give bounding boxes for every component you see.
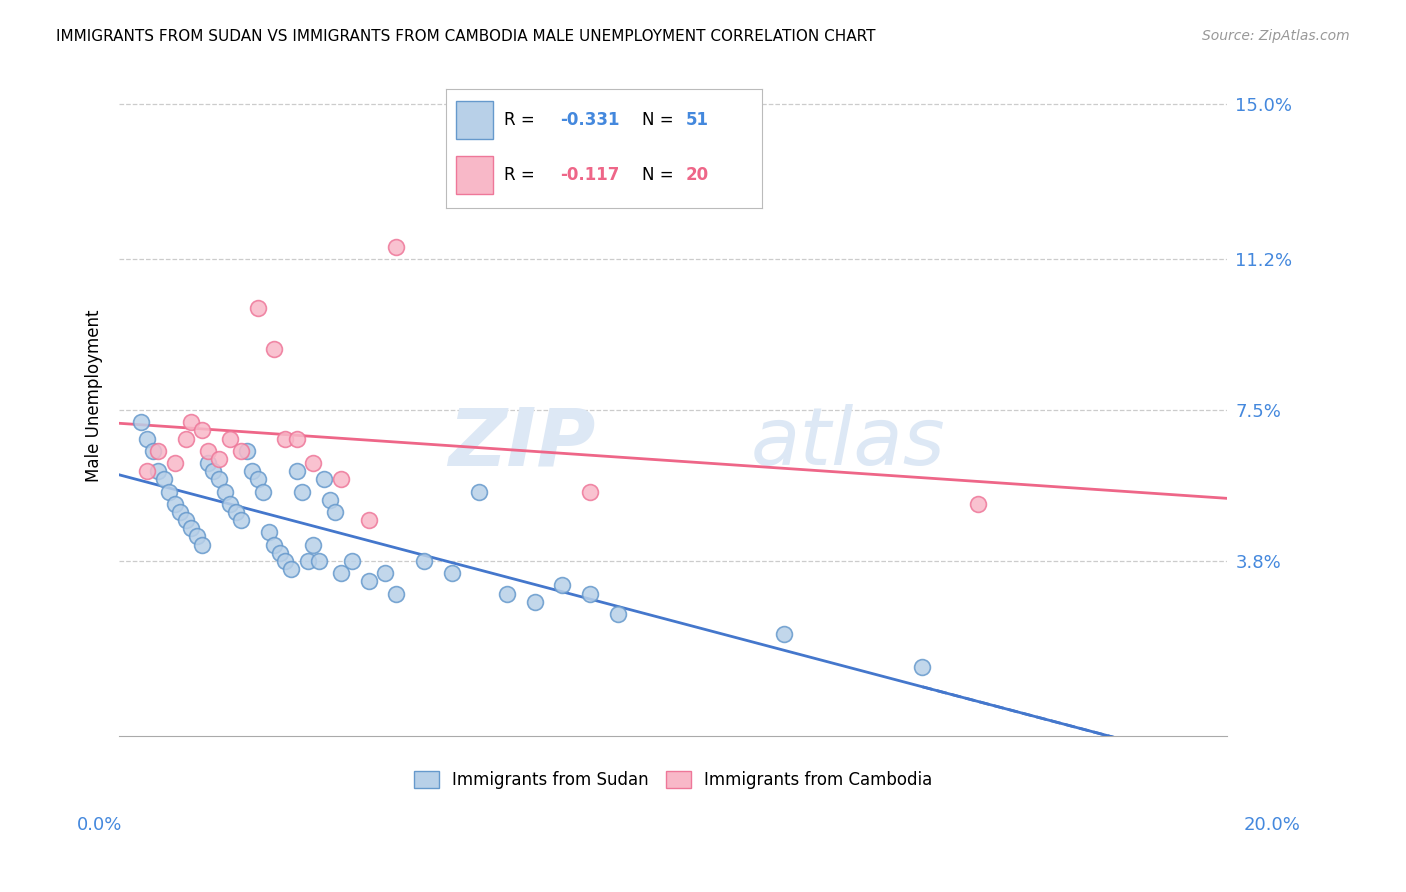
Point	[174, 513, 197, 527]
Point	[323, 505, 346, 519]
Text: IMMIGRANTS FROM SUDAN VS IMMIGRANTS FROM CAMBODIA MALE UNEMPLOYMENT CORRELATION : IMMIGRANTS FROM SUDAN VS IMMIGRANTS FROM…	[56, 29, 876, 44]
Point	[329, 566, 352, 581]
Point	[357, 513, 380, 527]
Point	[297, 554, 319, 568]
Point	[385, 586, 408, 600]
Point	[579, 586, 602, 600]
Point	[966, 497, 988, 511]
Point	[157, 484, 180, 499]
Text: atlas: atlas	[751, 404, 945, 483]
Point	[263, 342, 285, 356]
Point	[252, 484, 274, 499]
Point	[302, 456, 325, 470]
Point	[340, 554, 363, 568]
Point	[319, 492, 342, 507]
Point	[269, 546, 291, 560]
Point	[374, 566, 396, 581]
Point	[197, 443, 219, 458]
Point	[208, 452, 231, 467]
Point	[219, 432, 242, 446]
Point	[225, 505, 247, 519]
Point	[163, 497, 186, 511]
Point	[246, 301, 269, 315]
Point	[146, 443, 169, 458]
Point	[280, 562, 302, 576]
Point	[174, 432, 197, 446]
Point	[163, 456, 186, 470]
Text: Source: ZipAtlas.com: Source: ZipAtlas.com	[1202, 29, 1350, 43]
Point	[186, 529, 208, 543]
Point	[523, 595, 546, 609]
Point	[246, 472, 269, 486]
Point	[136, 432, 159, 446]
Y-axis label: Male Unemployment: Male Unemployment	[86, 310, 103, 482]
Point	[131, 415, 153, 429]
Point	[257, 525, 280, 540]
Point	[191, 424, 214, 438]
Point	[152, 472, 174, 486]
Text: ZIP: ZIP	[449, 404, 596, 483]
Point	[285, 464, 308, 478]
Text: 0.0%: 0.0%	[77, 816, 122, 834]
Point	[274, 554, 297, 568]
Point	[231, 443, 253, 458]
Point	[263, 538, 285, 552]
Point	[285, 432, 308, 446]
Point	[314, 472, 336, 486]
Point	[219, 497, 242, 511]
Point	[551, 578, 574, 592]
Point	[274, 432, 297, 446]
Point	[240, 464, 263, 478]
Point	[141, 443, 163, 458]
Point	[302, 538, 325, 552]
Point	[308, 554, 330, 568]
Point	[208, 472, 231, 486]
Point	[579, 484, 602, 499]
Point	[231, 513, 253, 527]
Point	[169, 505, 191, 519]
Point	[180, 415, 202, 429]
Point	[440, 566, 463, 581]
Point	[214, 484, 236, 499]
Text: 20.0%: 20.0%	[1244, 816, 1301, 834]
Point	[202, 464, 225, 478]
Point	[496, 586, 519, 600]
Point	[911, 660, 934, 674]
Point	[235, 443, 257, 458]
Point	[146, 464, 169, 478]
Point	[291, 484, 314, 499]
Point	[136, 464, 159, 478]
Point	[329, 472, 352, 486]
Point	[773, 627, 796, 641]
Point	[180, 521, 202, 535]
Point	[385, 240, 408, 254]
Point	[468, 484, 491, 499]
Legend: Immigrants from Sudan, Immigrants from Cambodia: Immigrants from Sudan, Immigrants from C…	[408, 764, 939, 797]
Point	[357, 574, 380, 589]
Point	[413, 554, 436, 568]
Point	[197, 456, 219, 470]
Point	[606, 607, 628, 621]
Point	[191, 538, 214, 552]
